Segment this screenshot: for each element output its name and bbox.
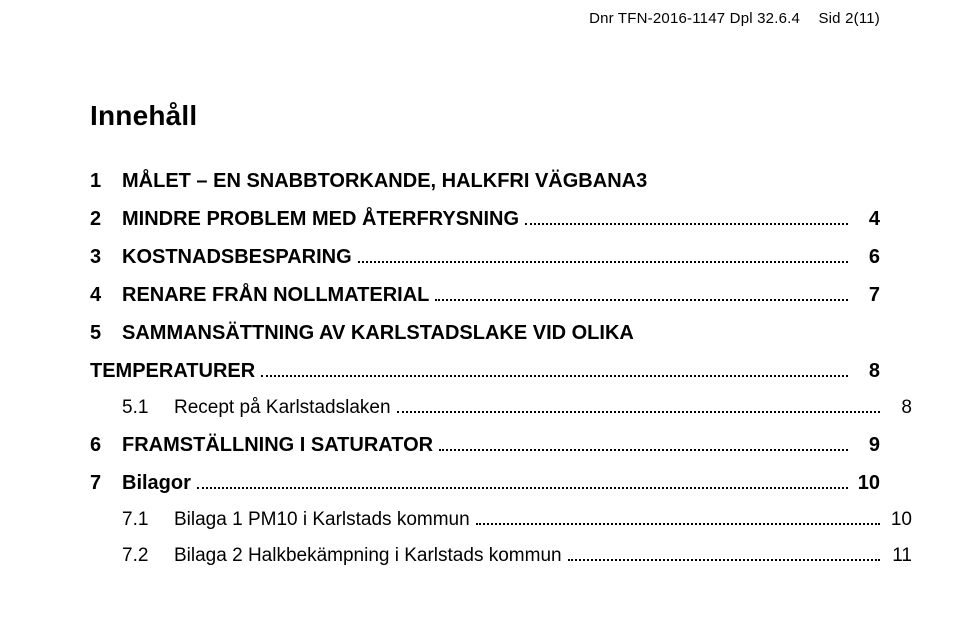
toc-item-page: 7 bbox=[854, 276, 880, 314]
page: Dnr TFN-2016-1147 Dpl 32.6.4 Sid 2(11) I… bbox=[0, 0, 960, 626]
toc-leader bbox=[358, 249, 848, 263]
page-number-label: Sid 2(11) bbox=[818, 10, 880, 27]
toc-item-number: 4 bbox=[90, 276, 122, 314]
toc-leader bbox=[568, 548, 880, 561]
toc-item-label: MÅLET – EN SNABBTORKANDE, HALKFRI VÄGBAN… bbox=[122, 162, 647, 200]
toc-item: 4RENARE FRÅN NOLLMATERIAL 7 bbox=[90, 276, 880, 314]
toc-item: 5SAMMANSÄTTNING AV KARLSTADSLAKE VID OLI… bbox=[90, 314, 880, 352]
toc-item-label: Recept på Karlstadslaken bbox=[174, 390, 391, 426]
toc-item-number: 3 bbox=[90, 238, 122, 276]
toc-item-label: Bilagor bbox=[122, 464, 191, 502]
toc-item-label: FRAMSTÄLLNING I SATURATOR bbox=[122, 426, 433, 464]
toc-item-number: 2 bbox=[90, 200, 122, 238]
toc-leader bbox=[435, 287, 848, 301]
toc-item: 3KOSTNADSBESPARING 6 bbox=[90, 238, 880, 276]
toc-subitem: 5.1Recept på Karlstadslaken 8 bbox=[122, 390, 912, 426]
toc-leader bbox=[439, 437, 848, 451]
table-of-contents: 1MÅLET – EN SNABBTORKANDE, HALKFRI VÄGBA… bbox=[90, 162, 880, 574]
toc-item-page: 8 bbox=[886, 390, 912, 426]
toc-leader bbox=[397, 400, 880, 413]
toc-item-page: 9 bbox=[854, 426, 880, 464]
toc-item-number: 7 bbox=[90, 464, 122, 502]
toc-item-page: 4 bbox=[854, 200, 880, 238]
toc-item-number: 5.1 bbox=[122, 390, 174, 426]
toc-item: 1MÅLET – EN SNABBTORKANDE, HALKFRI VÄGBA… bbox=[90, 162, 880, 200]
toc-item-label: MINDRE PROBLEM MED ÅTERFRYSNING bbox=[122, 200, 519, 238]
toc-title: Innehåll bbox=[90, 100, 880, 132]
toc-item-page: 10 bbox=[886, 502, 912, 538]
toc-item-label: KOSTNADSBESPARING bbox=[122, 238, 352, 276]
toc-item-number: 1 bbox=[90, 162, 122, 200]
toc-item-number: 7.2 bbox=[122, 538, 174, 574]
toc-leader bbox=[197, 475, 848, 489]
toc-item-page: 8 bbox=[854, 352, 880, 390]
page-header: Dnr TFN-2016-1147 Dpl 32.6.4 Sid 2(11) bbox=[589, 10, 880, 27]
toc-item-page: 11 bbox=[886, 538, 912, 574]
toc-item-number: 5 bbox=[90, 314, 122, 352]
toc-subitem: 7.1Bilaga 1 PM10 i Karlstads kommun 10 bbox=[122, 502, 912, 538]
toc-item: 6FRAMSTÄLLNING I SATURATOR 9 bbox=[90, 426, 880, 464]
doc-reference: Dnr TFN-2016-1147 Dpl 32.6.4 bbox=[589, 10, 800, 27]
toc-item-label: Bilaga 2 Halkbekämpning i Karlstads komm… bbox=[174, 538, 562, 574]
toc-item: 7Bilagor 10 bbox=[90, 464, 880, 502]
toc-item-label: RENARE FRÅN NOLLMATERIAL bbox=[122, 276, 429, 314]
toc-subitem: 7.2Bilaga 2 Halkbekämpning i Karlstads k… bbox=[122, 538, 912, 574]
toc-item-number: 7.1 bbox=[122, 502, 174, 538]
toc-leader bbox=[261, 363, 848, 377]
toc-item-label: TEMPERATURER bbox=[90, 352, 255, 390]
toc-item-page: 6 bbox=[854, 238, 880, 276]
toc-item-number: 6 bbox=[90, 426, 122, 464]
toc-item-label: Bilaga 1 PM10 i Karlstads kommun bbox=[174, 502, 470, 538]
toc-leader bbox=[525, 211, 848, 225]
toc-item-label: SAMMANSÄTTNING AV KARLSTADSLAKE VID OLIK… bbox=[122, 314, 634, 352]
toc-item-continuation: TEMPERATURER 8 bbox=[90, 352, 880, 390]
toc-leader bbox=[476, 512, 880, 525]
toc-item: 2MINDRE PROBLEM MED ÅTERFRYSNING 4 bbox=[90, 200, 880, 238]
toc-item-page: 10 bbox=[854, 464, 880, 502]
